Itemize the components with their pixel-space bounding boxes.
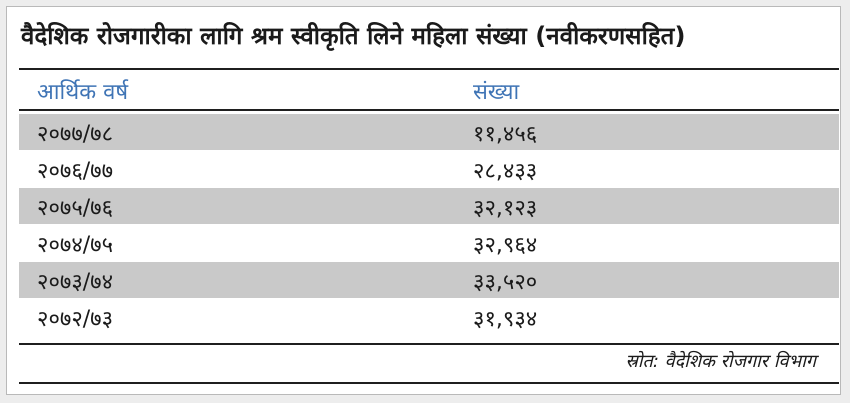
table-row: २०७६/७७ २८,४३३ bbox=[19, 151, 839, 187]
table-row: २०७२/७३ ३१,९३४ bbox=[19, 299, 839, 335]
header-count: संख्या bbox=[473, 80, 520, 105]
row-count: ३२,९६४ bbox=[473, 233, 538, 258]
row-year: २०७७/७८ bbox=[37, 122, 114, 147]
row-count: ३१,९३४ bbox=[473, 307, 538, 332]
table-row: २०७५/७६ ३२,१२३ bbox=[19, 188, 839, 224]
table-title: वैदेशिक रोजगारीका लागि श्रम स्वीकृति लिन… bbox=[21, 22, 686, 50]
row-count: ३२,१२३ bbox=[473, 196, 538, 221]
row-year: २०७३/७४ bbox=[37, 270, 114, 295]
row-count: ११,४५६ bbox=[473, 122, 538, 147]
row-count: ३३,५२० bbox=[473, 270, 538, 295]
table-row: २०७४/७५ ३२,९६४ bbox=[19, 225, 839, 261]
table-row: २०७७/७८ ११,४५६ bbox=[19, 114, 839, 150]
table-bottom-divider bbox=[19, 343, 839, 345]
row-year: २०७५/७६ bbox=[37, 196, 114, 221]
row-year: २०७६/७७ bbox=[37, 159, 114, 184]
header-fiscal-year: आर्थिक वर्ष bbox=[37, 80, 129, 105]
row-year: २०७४/७५ bbox=[37, 233, 114, 258]
footer-divider bbox=[19, 382, 839, 384]
table-body: २०७७/७८ ११,४५६ २०७६/७७ २८,४३३ २०७५/७६ ३२… bbox=[19, 114, 839, 336]
source-note: स्रोत: वैदेशिक रोजगार विभाग bbox=[625, 351, 816, 372]
table-card: वैदेशिक रोजगारीका लागि श्रम स्वीकृति लिन… bbox=[6, 6, 841, 395]
table-header: आर्थिक वर्ष संख्या bbox=[19, 70, 839, 108]
row-year: २०७२/७३ bbox=[37, 307, 114, 332]
title-divider bbox=[19, 68, 839, 70]
header-divider bbox=[19, 109, 839, 111]
row-count: २८,४३३ bbox=[473, 159, 538, 184]
table-row: २०७३/७४ ३३,५२० bbox=[19, 262, 839, 298]
